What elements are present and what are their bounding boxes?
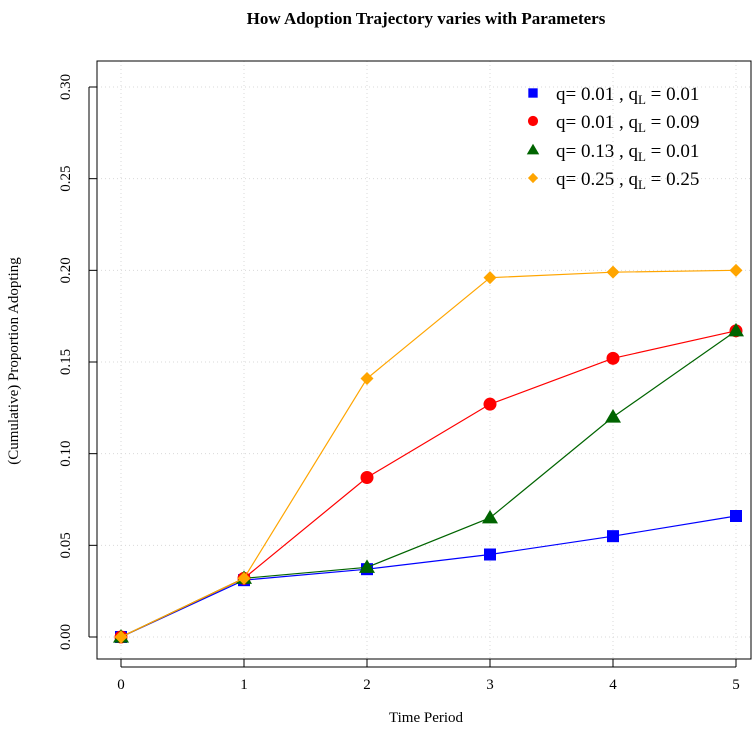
data-point bbox=[605, 409, 621, 423]
data-point bbox=[484, 548, 496, 561]
series-diamond bbox=[114, 263, 743, 644]
x-axis-label: Time Period bbox=[389, 710, 464, 726]
series-line bbox=[120, 330, 737, 638]
y-tick-label: 0.30 bbox=[58, 74, 74, 100]
data-point bbox=[729, 263, 743, 277]
series-square bbox=[115, 510, 742, 643]
data-point bbox=[730, 510, 742, 522]
data-point bbox=[360, 471, 374, 484]
data-point bbox=[483, 271, 497, 285]
y-tick-label: 0.15 bbox=[58, 349, 74, 375]
data-point bbox=[483, 397, 497, 411]
data-point bbox=[359, 559, 375, 573]
chart-title: How Adoption Trajectory varies with Para… bbox=[247, 9, 606, 28]
legend-marker bbox=[528, 88, 538, 98]
plot-frame bbox=[96, 60, 752, 660]
series-line bbox=[120, 515, 737, 638]
legend-marker bbox=[527, 115, 539, 127]
legend-entry: q= 0.25 , qL = 0.25 bbox=[556, 169, 699, 192]
legend-entry: q= 0.01 , qL = 0.09 bbox=[556, 112, 699, 135]
x-tick-label: 5 bbox=[732, 677, 740, 693]
y-tick-label: 0.05 bbox=[58, 532, 74, 558]
x-tick-label: 2 bbox=[363, 677, 371, 693]
data-point bbox=[482, 509, 498, 524]
grid bbox=[97, 61, 751, 659]
data-point bbox=[606, 265, 620, 279]
x-tick-label: 3 bbox=[486, 677, 494, 693]
x-axis: 0 1 2 3 4 5 bbox=[117, 659, 740, 693]
series-layer bbox=[113, 263, 744, 644]
legend-marker bbox=[526, 143, 540, 155]
legend: q= 0.01 , qL = 0.01 q= 0.01 , qL = 0.09 q=… bbox=[526, 84, 699, 192]
series-line bbox=[120, 269, 737, 638]
y-tick-label: 0.25 bbox=[58, 166, 74, 192]
y-tick-label: 0.10 bbox=[58, 441, 74, 467]
data-point bbox=[728, 322, 744, 337]
legend-entry: q= 0.01 , qL = 0.01 bbox=[556, 84, 699, 107]
x-tick-label: 0 bbox=[117, 677, 125, 693]
legend-marker bbox=[527, 172, 539, 184]
data-point bbox=[360, 372, 374, 385]
legend-entry: q= 0.13 , qL = 0.01 bbox=[556, 141, 699, 164]
y-axis-label: (Cumulative) Proportion Adopting bbox=[6, 257, 22, 465]
x-tick-label: 1 bbox=[240, 677, 248, 693]
data-point bbox=[114, 630, 128, 644]
data-point bbox=[606, 351, 620, 365]
series-line bbox=[120, 330, 737, 638]
y-axis: 0.00 0.05 0.10 0.15 0.20 0.25 0.30 bbox=[58, 74, 97, 650]
x-tick-label: 4 bbox=[609, 677, 617, 693]
y-tick-label: 0.20 bbox=[58, 257, 74, 283]
data-point bbox=[237, 571, 251, 585]
y-tick-label: 0.00 bbox=[58, 624, 74, 650]
data-point bbox=[607, 530, 619, 543]
series-triangle bbox=[113, 322, 744, 643]
